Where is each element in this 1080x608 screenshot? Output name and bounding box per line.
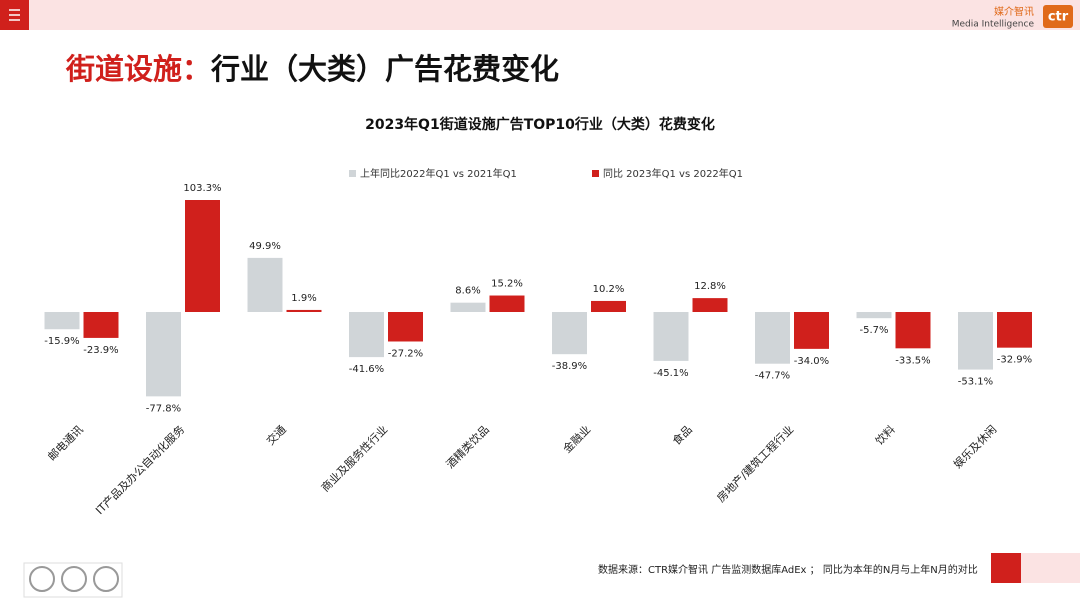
bar — [794, 312, 829, 349]
value-label: -33.5% — [895, 355, 930, 366]
bar — [388, 312, 423, 342]
value-label: 1.9% — [291, 293, 316, 304]
value-label: -23.9% — [83, 345, 118, 356]
title-highlight: 街道设施： — [65, 52, 211, 86]
value-label: -77.8% — [146, 403, 181, 414]
value-label: -5.7% — [859, 325, 888, 336]
logo-en: Media Intelligence — [952, 20, 1035, 30]
logo-cn: 媒介智讯 — [994, 5, 1034, 18]
value-label: -41.6% — [349, 364, 384, 375]
slide-title: 街道设施：行业（大类）广告花费变化 — [65, 52, 559, 86]
value-label: -27.2% — [388, 348, 423, 359]
bar — [44, 312, 80, 330]
source-note: 数据来源：CTR媒介智讯 广告监测数据库AdEx ； 同比为本年的N月与上年N月… — [598, 563, 978, 576]
value-label: 15.2% — [491, 279, 523, 290]
certification-badges — [23, 562, 123, 598]
bar — [146, 312, 181, 397]
value-label: -45.1% — [653, 368, 688, 379]
bar — [489, 295, 525, 312]
value-label: 12.8% — [694, 281, 726, 292]
footer-band — [1020, 553, 1080, 583]
bar — [349, 312, 384, 358]
bar — [450, 302, 486, 312]
bar — [83, 312, 119, 338]
bar — [185, 200, 220, 312]
bar — [692, 298, 728, 312]
bar — [286, 309, 322, 312]
legend-swatch — [349, 170, 356, 177]
bar — [895, 312, 931, 349]
legend-label: 上年同比2022年Q1 vs 2021年Q1 — [360, 167, 517, 180]
value-label: -38.9% — [552, 361, 587, 372]
bar — [958, 312, 993, 370]
footer-block — [991, 553, 1021, 583]
logo-mark: ctr — [1048, 10, 1069, 25]
bar — [552, 312, 587, 355]
value-label: -15.9% — [44, 336, 79, 347]
legend-swatch — [592, 170, 599, 177]
title-rest: 行业（大类）广告花费变化 — [210, 52, 559, 86]
top-bar — [0, 0, 1080, 30]
legend-label: 同比 2023年Q1 vs 2022年Q1 — [603, 167, 743, 180]
value-label: 103.3% — [183, 183, 221, 194]
bar — [591, 300, 626, 312]
chart-title: 2023年Q1街道设施广告TOP10行业（大类）花费变化 — [365, 116, 715, 133]
bar — [755, 312, 790, 364]
menu-icon — [9, 9, 20, 21]
value-label: -47.7% — [755, 371, 790, 382]
value-label: 10.2% — [593, 284, 625, 295]
bar — [653, 312, 689, 361]
bar — [247, 257, 283, 312]
value-label: -53.1% — [958, 377, 993, 388]
bar — [997, 312, 1032, 348]
value-label: -32.9% — [997, 355, 1032, 366]
value-label: -34.0% — [794, 356, 829, 367]
value-label: 49.9% — [249, 241, 281, 252]
value-label: 8.6% — [455, 286, 480, 297]
bar — [856, 312, 892, 319]
logo-badge — [1043, 5, 1073, 28]
